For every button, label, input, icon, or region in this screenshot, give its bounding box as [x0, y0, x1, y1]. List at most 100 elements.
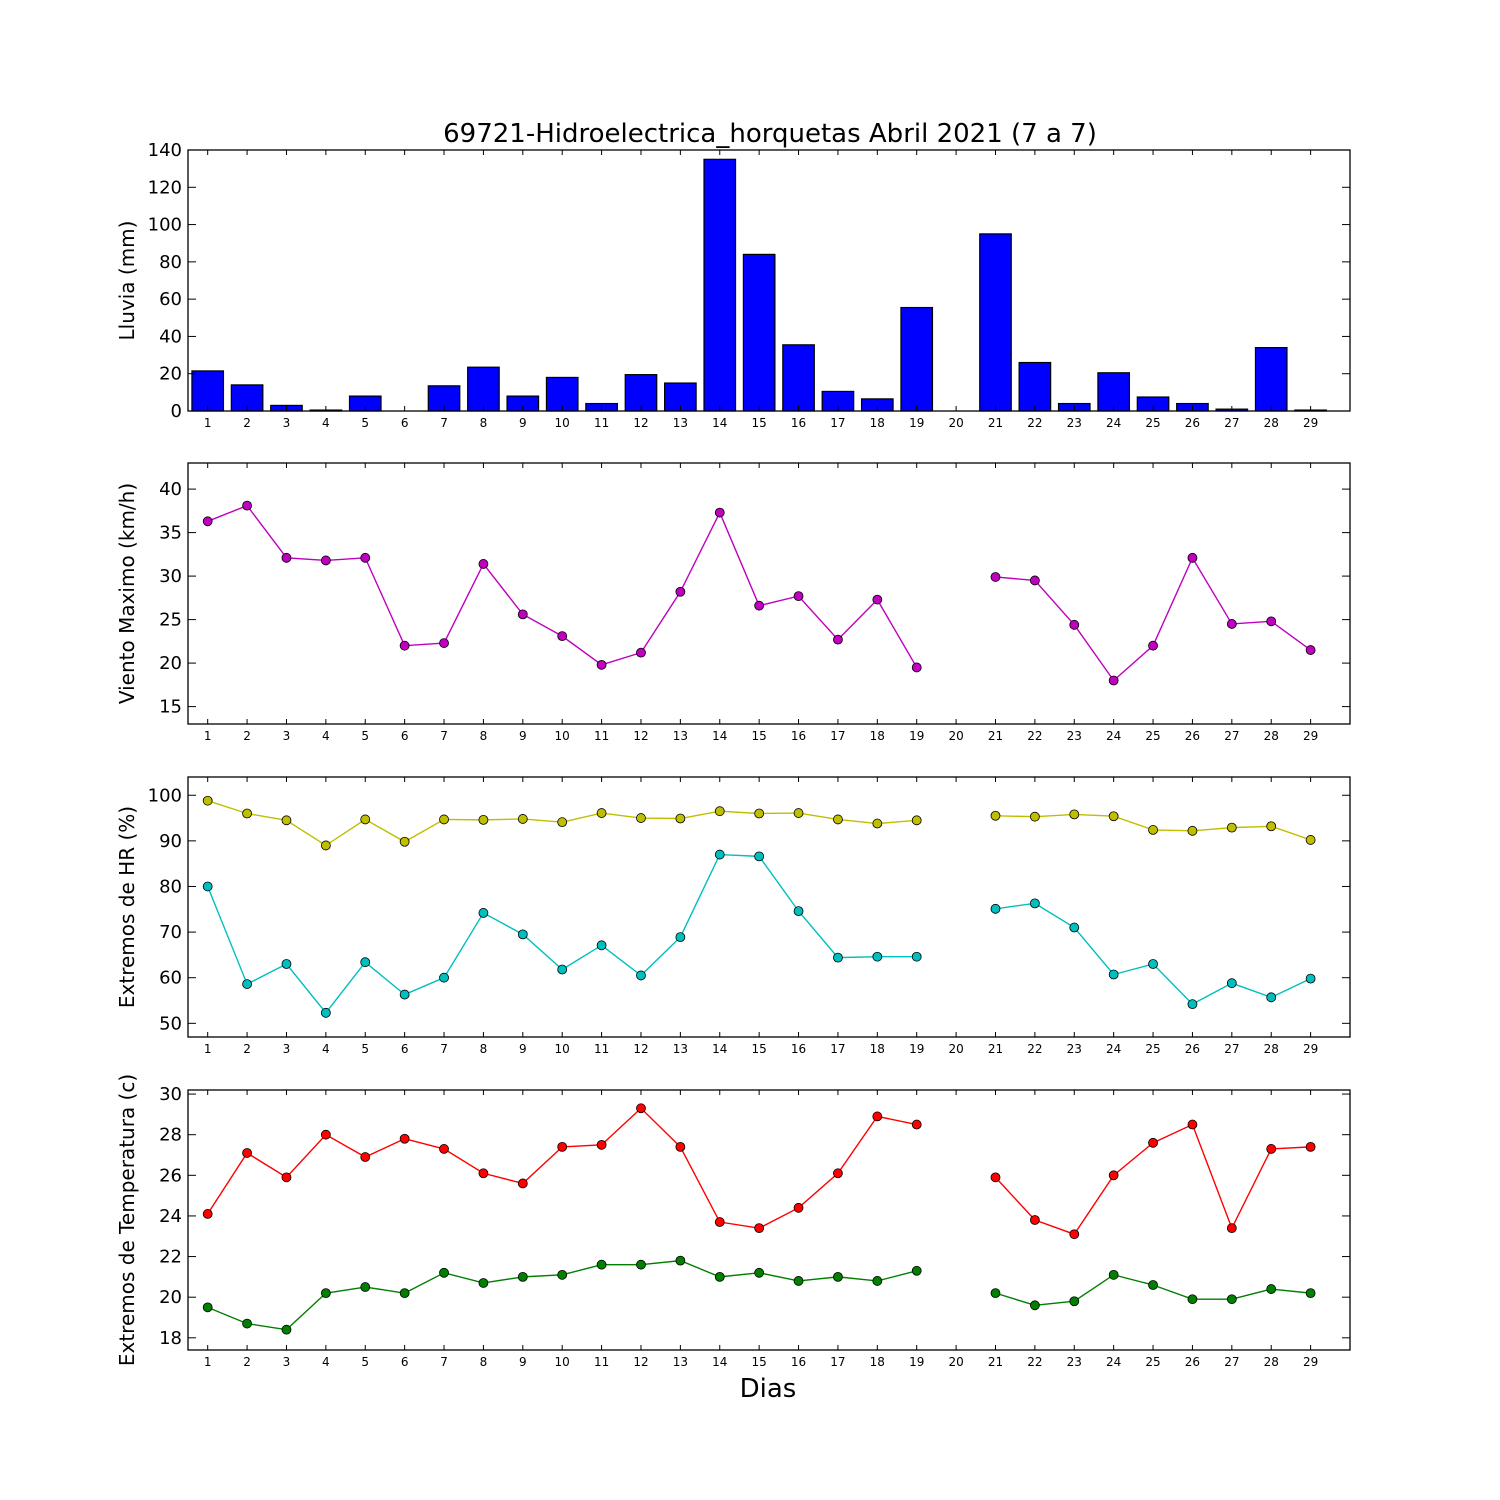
humidity-xtick-label: 24 [1106, 1042, 1121, 1056]
humidity-xtick-label: 19 [909, 1042, 924, 1056]
rain-ytick-label: 140 [148, 140, 182, 161]
humidity-series-2-point-day-22 [1029, 898, 1040, 909]
temperature-ytick-label: 26 [159, 1165, 182, 1186]
rain-xtick-label: 22 [1027, 416, 1042, 430]
humidity-xtick-label: 6 [401, 1042, 409, 1056]
humidity-series-2-point-day-27 [1226, 978, 1237, 989]
rain-xtick-label: 12 [633, 416, 648, 430]
rain-xtick-label: 20 [948, 416, 963, 430]
temperature-series-1-point-day-15 [754, 1223, 765, 1234]
humidity-series-2-point-day-7 [439, 972, 449, 983]
temperature-series-1-point-day-16 [793, 1202, 804, 1213]
rain-ytick-label: 0 [171, 401, 182, 422]
humidity-series-1-point-day-26 [1187, 825, 1198, 836]
humidity-series-1-point-day-21 [990, 810, 1001, 821]
rain-bar-day-21 [979, 233, 1012, 412]
humidity-series-1-point-day-15 [754, 808, 765, 819]
humidity-series-2-point-day-15 [754, 851, 765, 862]
humidity-ytick-label: 100 [148, 785, 182, 806]
temperature-series-1-point-day-14 [714, 1217, 725, 1227]
rain-xtick-label: 18 [870, 416, 885, 430]
wind-series-1-point-day-14 [714, 507, 725, 518]
humidity-xtick-label: 7 [440, 1042, 448, 1056]
wind-series-1-point-day-29 [1305, 645, 1316, 655]
temperature-series-1-point-day-9 [517, 1178, 528, 1189]
rain-bar-day-19 [900, 306, 934, 412]
temperature-xtick-label: 27 [1224, 1355, 1239, 1369]
humidity-series-2-point-day-16 [793, 906, 804, 917]
humidity-series-2-point-day-28 [1266, 992, 1277, 1003]
wind-xtick-label: 11 [594, 729, 609, 743]
humidity-series-1-point-day-16 [793, 808, 804, 818]
temperature-xtick-label: 23 [1067, 1355, 1082, 1369]
temperature-series-2-point-day-23 [1069, 1296, 1080, 1307]
rain-axes-frame [187, 149, 1351, 412]
temperature-xtick-label: 28 [1264, 1355, 1279, 1369]
humidity-series-1-point-day-1 [202, 795, 213, 806]
temperature-series-2-point-day-10 [557, 1269, 568, 1280]
temperature-series-2-point-day-5 [360, 1282, 371, 1292]
temperature-series-2-point-day-18 [872, 1276, 883, 1286]
temperature-panel: 1 2 3 4 5 6 7 8 9 10 11 12 13 14 15 16 17 18 19 20 21 22 23 24 2… [115, 1074, 1351, 1369]
humidity-xtick-label: 14 [712, 1042, 727, 1056]
humidity-series-1-point-day-18 [872, 818, 883, 829]
wind-ytick-label: 20 [159, 653, 182, 674]
temperature-xtick-label: 24 [1106, 1355, 1121, 1369]
temperature-xtick-label: 9 [519, 1355, 527, 1369]
wind-xtick-label: 19 [909, 729, 924, 743]
temperature-xtick-label: 6 [401, 1355, 409, 1369]
temperature-series-2-point-day-29 [1305, 1288, 1316, 1299]
temperature-series-2-point-day-14 [714, 1271, 725, 1282]
humidity-series-2-point-day-13 [675, 932, 686, 943]
wind-xtick-label: 7 [440, 729, 448, 743]
wind-series-1-point-day-19 [911, 662, 922, 673]
humidity-xtick-label: 15 [752, 1042, 767, 1056]
rain-xtick-label: 19 [909, 416, 924, 430]
wind-series-1-point-day-12 [636, 647, 646, 658]
rain-xtick-label: 27 [1224, 416, 1239, 430]
temperature-series-2-point-day-16 [793, 1276, 804, 1286]
humidity-xtick-label: 17 [830, 1042, 845, 1056]
humidity-series-2-point-day-11 [596, 940, 607, 951]
temperature-xtick-label: 15 [752, 1355, 767, 1369]
humidity-series-2-point-day-12 [636, 970, 646, 981]
rain-xtick-label: 10 [555, 416, 570, 430]
humidity-series-1-point-day-8 [478, 814, 489, 825]
humidity-series-2-point-day-29 [1305, 973, 1316, 984]
humidity-series-1-point-day-19 [911, 815, 922, 826]
rain-xtick-label: 25 [1145, 416, 1160, 430]
humidity-xtick-label: 26 [1185, 1042, 1200, 1056]
rain-xtick-label: 9 [519, 416, 527, 430]
temperature-xtick-label: 14 [712, 1355, 727, 1369]
rain-bar-day-28 [1254, 347, 1288, 412]
humidity-xtick-label: 21 [988, 1042, 1003, 1056]
humidity-series-1-point-day-24 [1108, 811, 1119, 822]
temperature-series-2-point-day-22 [1029, 1300, 1040, 1311]
wind-series-1-point-day-7 [439, 638, 449, 648]
temperature-series-1-point-day-10 [557, 1141, 568, 1152]
wind-series-1-point-day-15 [754, 600, 765, 611]
rain-ytick-label: 80 [159, 252, 182, 273]
rain-bar-day-15 [742, 253, 776, 412]
wind-ytick-label: 15 [159, 697, 182, 718]
temperature-xtick-label: 11 [594, 1355, 609, 1369]
temperature-series-1-point-day-6 [399, 1133, 410, 1144]
temperature-xtick-label: 5 [361, 1355, 369, 1369]
temperature-series-2-point-day-7 [439, 1267, 449, 1278]
rain-xtick-label: 29 [1303, 416, 1318, 430]
temperature-series-1-point-day-3 [281, 1172, 292, 1183]
wind-xtick-label: 28 [1264, 729, 1279, 743]
rain-bar-day-10 [545, 376, 579, 412]
wind-series-1-point-day-17 [833, 634, 843, 645]
humidity-series-2-point-day-8 [478, 908, 489, 918]
rain-xtick-label: 8 [480, 416, 488, 430]
temperature-series-1-point-day-27 [1226, 1223, 1237, 1234]
humidity-series-1-point-day-14 [714, 806, 725, 817]
temperature-series-1-point-day-25 [1148, 1137, 1158, 1148]
humidity-series-2-point-day-26 [1187, 999, 1198, 1010]
temperature-ytick-label: 20 [159, 1287, 182, 1308]
humidity-xtick-label: 5 [361, 1042, 369, 1056]
wind-xtick-label: 29 [1303, 729, 1318, 743]
humidity-xtick-label: 8 [480, 1042, 488, 1056]
